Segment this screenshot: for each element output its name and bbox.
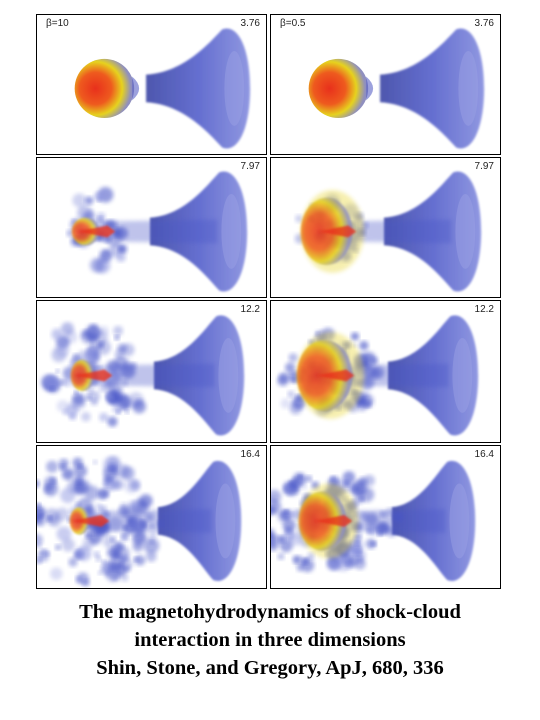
panel-beta10-t16-4: 16.4 <box>36 445 267 589</box>
panel-beta10-t7-97: 7.97 <box>36 157 267 298</box>
panel-beta0-5-t3-76: β=0.5 3.76 <box>270 14 501 155</box>
time-label: 16.4 <box>474 449 494 460</box>
bow-shock-bell <box>380 28 485 149</box>
time-label: 7.97 <box>474 161 494 172</box>
time-label: 12.2 <box>240 304 260 315</box>
simulation-render <box>37 456 242 587</box>
time-label: 3.76 <box>474 18 494 29</box>
simulation-render <box>294 171 482 292</box>
simulation-render <box>277 315 479 436</box>
simulation-render <box>41 315 245 436</box>
time-label: 16.4 <box>240 449 260 460</box>
simulation-render <box>66 171 248 292</box>
panel-beta0-5-t16-4: 16.4 <box>270 445 501 589</box>
figure-caption: The magnetohydrodynamics of shock-cloud … <box>0 598 540 682</box>
time-label: 12.2 <box>474 304 494 315</box>
time-label: 3.76 <box>240 18 260 29</box>
beta-label: β=0.5 <box>280 18 306 29</box>
panel-beta10-t3-76: β=10 3.76 <box>36 14 267 155</box>
caption-citation: Shin, Stone, and Gregory, ApJ, 680, 336 <box>96 657 444 679</box>
panel-beta0-5-t7-97: 7.97 <box>270 157 501 298</box>
caption-title-line-1: The magnetohydrodynamics of shock-cloud <box>79 601 461 623</box>
time-label: 7.97 <box>240 161 260 172</box>
simulation-render <box>308 28 485 149</box>
simulation-render <box>271 460 476 581</box>
panel-beta0-5-t12-2: 12.2 <box>270 300 501 443</box>
panel-beta10-t12-2: 12.2 <box>36 300 267 443</box>
bow-shock-bell <box>146 28 251 149</box>
simulation-render <box>74 28 251 149</box>
caption-title-line-2: interaction in three dimensions <box>134 629 406 651</box>
beta-label: β=10 <box>46 18 69 29</box>
